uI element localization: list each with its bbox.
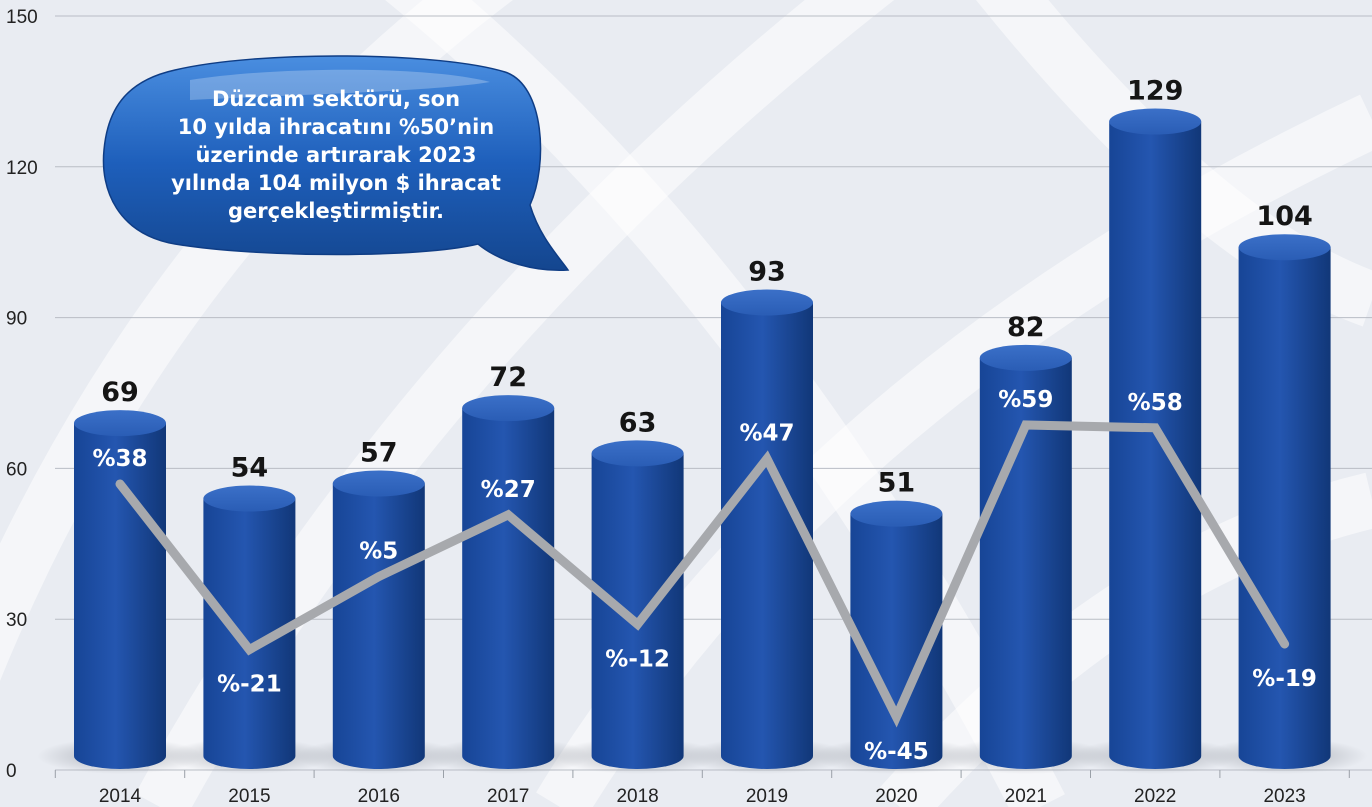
bar-cap <box>591 440 684 467</box>
bar-cap <box>850 500 943 527</box>
growth-percent-label: %-21 <box>217 672 282 698</box>
callout-bubble-shape <box>102 55 570 271</box>
y-tick-label: 150 <box>6 7 38 28</box>
callout-line: yılında 104 milyon $ ihracat <box>171 171 501 195</box>
y-tick-label: 0 <box>6 761 17 782</box>
growth-percent-label: %27 <box>481 477 536 503</box>
x-tick-label: 2019 <box>746 786 788 807</box>
bar <box>296 470 462 774</box>
bar <box>554 440 721 774</box>
y-axis: 0 30 60 90 120 150 <box>6 7 38 782</box>
bar-body <box>332 483 425 769</box>
growth-percent-label: %5 <box>359 539 398 565</box>
growth-percent-label: %-12 <box>605 646 670 672</box>
bar <box>943 344 1109 774</box>
bar-value-label: 69 <box>101 377 139 408</box>
x-tick-label: 2018 <box>616 786 658 807</box>
bar-body <box>74 423 166 769</box>
y-tick-label: 120 <box>6 158 38 179</box>
x-tick-label: 2023 <box>1263 786 1305 807</box>
growth-line-layer: %38 %-21 %5 %27 %-12 %47 %-45 %59 %58 %-19 <box>92 387 1316 765</box>
value-labels: 69 54 57 72 63 93 51 82 129 104 <box>101 76 1313 499</box>
bar-body <box>1238 247 1331 769</box>
growth-percent-label: %-19 <box>1252 666 1317 692</box>
x-tick-label: 2021 <box>1005 786 1047 807</box>
bar-cap <box>203 485 296 512</box>
y-tick-label: 60 <box>6 459 27 480</box>
bar-cap <box>332 470 425 497</box>
callout-highlight <box>190 69 490 100</box>
x-axis: 2014 2015 2016 2017 2018 2019 2020 2021 2022 2023 <box>54 770 1350 807</box>
growth-percent-label: %38 <box>92 446 147 472</box>
background-arc <box>0 0 514 681</box>
bar-cap <box>1109 108 1202 135</box>
y-tick-label: 30 <box>6 610 27 631</box>
growth-percent-label: %47 <box>739 421 794 447</box>
growth-line <box>115 420 1290 728</box>
x-tick-label: 2020 <box>875 786 917 807</box>
bar <box>813 500 980 774</box>
bar-value-label: 129 <box>1127 76 1183 107</box>
bar-body <box>203 498 296 769</box>
callout-line: gerçekleştirmiştir. <box>228 199 444 223</box>
bar-body <box>979 357 1072 769</box>
bar-value-label: 72 <box>489 362 527 393</box>
bar-cap <box>462 395 555 422</box>
bar-cap <box>721 289 813 316</box>
bar-value-label: 54 <box>231 453 269 484</box>
bar-value-label: 63 <box>619 407 657 438</box>
callout-line: 10 yılda ihracatını %50’nin <box>177 115 495 139</box>
bar-value-label: 57 <box>360 437 398 468</box>
x-tick-label: 2017 <box>487 786 529 807</box>
bar-body <box>721 302 813 769</box>
x-tick-label: 2016 <box>358 786 400 807</box>
bar-value-label: 51 <box>878 468 916 499</box>
bar-cap <box>1238 234 1331 261</box>
growth-percent-label: %58 <box>1128 390 1183 416</box>
growth-percent-label: %-45 <box>864 739 929 765</box>
bar-cap <box>979 344 1072 371</box>
callout-text: Düzcam sektörü, son 10 yılda ihracatını … <box>140 75 532 235</box>
x-tick-label: 2015 <box>228 786 270 807</box>
growth-percent-label: %59 <box>998 387 1053 413</box>
callout-bubble <box>102 55 570 271</box>
callout-line: Düzcam sektörü, son <box>211 87 461 111</box>
bar-body <box>850 513 943 769</box>
bar-body <box>591 453 684 769</box>
bar <box>684 289 850 774</box>
bar-value-label: 93 <box>748 257 786 288</box>
bar-value-label: 104 <box>1256 201 1312 232</box>
bar-body <box>462 408 555 769</box>
x-tick-label: 2014 <box>99 786 142 807</box>
x-tick-label: 2022 <box>1134 786 1176 807</box>
y-tick-label: 90 <box>6 309 27 330</box>
bar-cap <box>74 410 166 437</box>
bar-body <box>1109 121 1202 769</box>
bar <box>1201 234 1368 774</box>
bar <box>1072 108 1238 774</box>
bar-value-label: 82 <box>1007 312 1045 343</box>
bar <box>425 395 591 774</box>
bar <box>166 485 333 774</box>
callout-line: üzerinde artırarak 2023 <box>195 143 477 167</box>
